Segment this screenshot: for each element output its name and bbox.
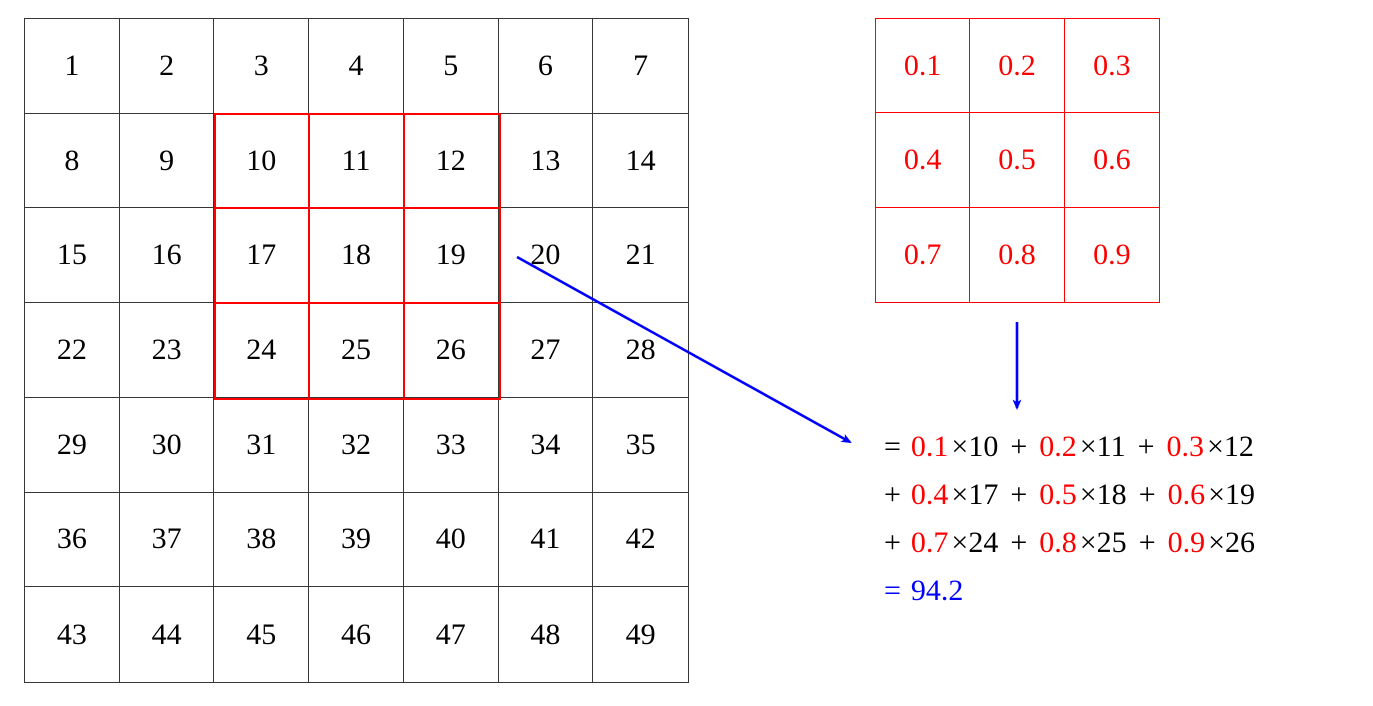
multiplied-grid-value: ×24 (951, 526, 999, 559)
input-grid: 1 2 3 4 5 6 7 8 9 10 11 12 13 14 15 16 17 18 19 20 21 22 23 24 2… (24, 18, 689, 683)
equation-operator: = (884, 430, 901, 463)
input-grid-cell: 10 (214, 113, 310, 209)
kernel-cell: 0.8 (970, 207, 1065, 302)
kernel-cell: 0.7 (876, 207, 971, 302)
input-grid-cell: 15 (25, 208, 120, 304)
plus-operator: + (1010, 526, 1028, 559)
input-grid-cell: 1 (25, 19, 120, 114)
kernel-cell: 0.9 (1093, 237, 1131, 271)
kernel-coefficient: 0.4 (910, 478, 949, 511)
plus-operator: + (1010, 478, 1028, 511)
plus-operator: + (1137, 430, 1155, 463)
input-grid-cell: 47 (404, 587, 499, 682)
input-grid-cell: 16 (119, 208, 215, 304)
input-grid-cell: 18 (309, 208, 404, 304)
kernel-cell: 0.3 (1064, 19, 1159, 114)
input-grid-cell: 41 (498, 492, 594, 588)
kernel-coefficient: 0.7 (910, 526, 949, 559)
kernel-cell: 0.1 (876, 19, 971, 114)
kernel-grid: 0.1 0.2 0.3 0.4 0.5 0.6 0.7 0.8 0.9 (875, 18, 1160, 303)
kernel-coefficient: 0.1 (910, 430, 949, 463)
equation-operator: + (884, 526, 901, 559)
input-grid-cell: 22 (25, 303, 120, 398)
kernel-cell: 0.6 (1064, 113, 1159, 208)
kernel-coefficient: 0.6 (1167, 478, 1206, 511)
input-grid-cell: 5 (403, 19, 499, 114)
input-grid-cell: 30 (119, 397, 215, 493)
input-grid-cell: 40 (403, 492, 499, 588)
equation-operator: = (884, 574, 901, 607)
multiplied-grid-value: ×18 (1079, 478, 1127, 511)
kernel-coefficient: 0.3 (1166, 430, 1205, 463)
kernel-cell: 0.4 (876, 113, 971, 208)
multiplied-grid-value: ×11 (1079, 430, 1126, 463)
input-grid-cell: 27 (498, 303, 594, 398)
multiplied-grid-value: ×26 (1208, 526, 1256, 559)
input-grid-cell: 2 (119, 19, 215, 114)
input-grid-cell: 24 (214, 303, 310, 398)
input-grid-cell: 19 (403, 208, 499, 304)
input-grid-cell: 21 (593, 208, 688, 304)
input-grid-cell: 17 (214, 208, 310, 304)
plus-operator: + (1138, 478, 1156, 511)
input-grid-cell: 36 (25, 492, 120, 588)
equation-line: = 0.1 ×10 +0.2 ×11 +0.3 ×12 (884, 423, 1255, 471)
input-grid-cell: 42 (593, 493, 688, 588)
input-grid-cell: 35 (593, 398, 688, 493)
input-grid-cell: 49 (625, 617, 656, 651)
input-grid-cell: 28 (593, 303, 688, 398)
input-grid-cell: 12 (403, 113, 499, 209)
input-grid-cell: 32 (309, 397, 404, 493)
input-grid-cell: 31 (214, 397, 310, 493)
multiplied-grid-value: ×10 (951, 430, 999, 463)
equation-line: +0.4 ×17 +0.5 ×18 +0.6 ×19 (884, 471, 1255, 519)
input-grid-cell: 25 (309, 303, 404, 398)
input-grid-cell: 23 (119, 303, 215, 398)
input-grid-cell: 44 (120, 587, 215, 682)
input-grid-cell: 43 (25, 587, 120, 682)
input-grid-cell: 33 (403, 397, 499, 493)
equation-result: = 94.2 (884, 567, 1255, 615)
kernel-coefficient: 0.8 (1039, 526, 1077, 559)
multiplied-grid-value: ×17 (951, 478, 999, 511)
kernel-coefficient: 0.9 (1167, 526, 1206, 559)
kernel-coefficient: 0.5 (1039, 478, 1077, 511)
plus-operator: + (1138, 526, 1156, 559)
input-grid-cell: 14 (593, 114, 688, 209)
input-grid-cell: 11 (309, 113, 404, 209)
plus-operator: + (1010, 430, 1028, 463)
multiplied-grid-value: ×12 (1207, 430, 1254, 463)
input-grid-cell: 46 (309, 587, 404, 682)
input-grid-cell: 9 (119, 113, 215, 209)
input-grid-cell: 13 (498, 113, 594, 209)
kernel-cell: 0.5 (970, 113, 1065, 208)
input-grid-cell: 6 (498, 19, 594, 114)
input-grid-cell: 37 (119, 492, 215, 588)
input-grid-cell: 29 (25, 397, 120, 493)
arrow-kernel-to-equation-icon (1012, 322, 1022, 410)
multiplied-grid-value: ×25 (1079, 526, 1127, 559)
input-grid-cell: 45 (214, 587, 310, 682)
input-grid-cell: 7 (593, 19, 688, 114)
input-grid-cell: 34 (498, 397, 594, 493)
input-grid-cell: 20 (498, 208, 594, 304)
convolution-equation: = 0.1 ×10 +0.2 ×11 +0.3 ×12 +0.4 ×17 +0.5 ×18 +0.6 ×… (884, 423, 1255, 615)
equation-operator: + (884, 478, 901, 511)
input-grid-cell: 3 (214, 19, 310, 114)
input-grid-cell: 4 (309, 19, 404, 114)
multiplied-grid-value: ×19 (1208, 478, 1256, 511)
input-grid-cell: 8 (25, 113, 120, 209)
input-grid-cell: 39 (309, 492, 404, 588)
input-grid-cell: 48 (499, 587, 594, 682)
input-grid-cell: 26 (403, 303, 499, 398)
kernel-coefficient: 0.2 (1039, 430, 1077, 463)
kernel-cell: 0.2 (970, 19, 1065, 114)
input-grid-cell: 38 (214, 492, 310, 588)
result-value: 94.2 (910, 574, 964, 607)
equation-line: +0.7 ×24 +0.8 ×25 +0.9 ×26 (884, 519, 1255, 567)
